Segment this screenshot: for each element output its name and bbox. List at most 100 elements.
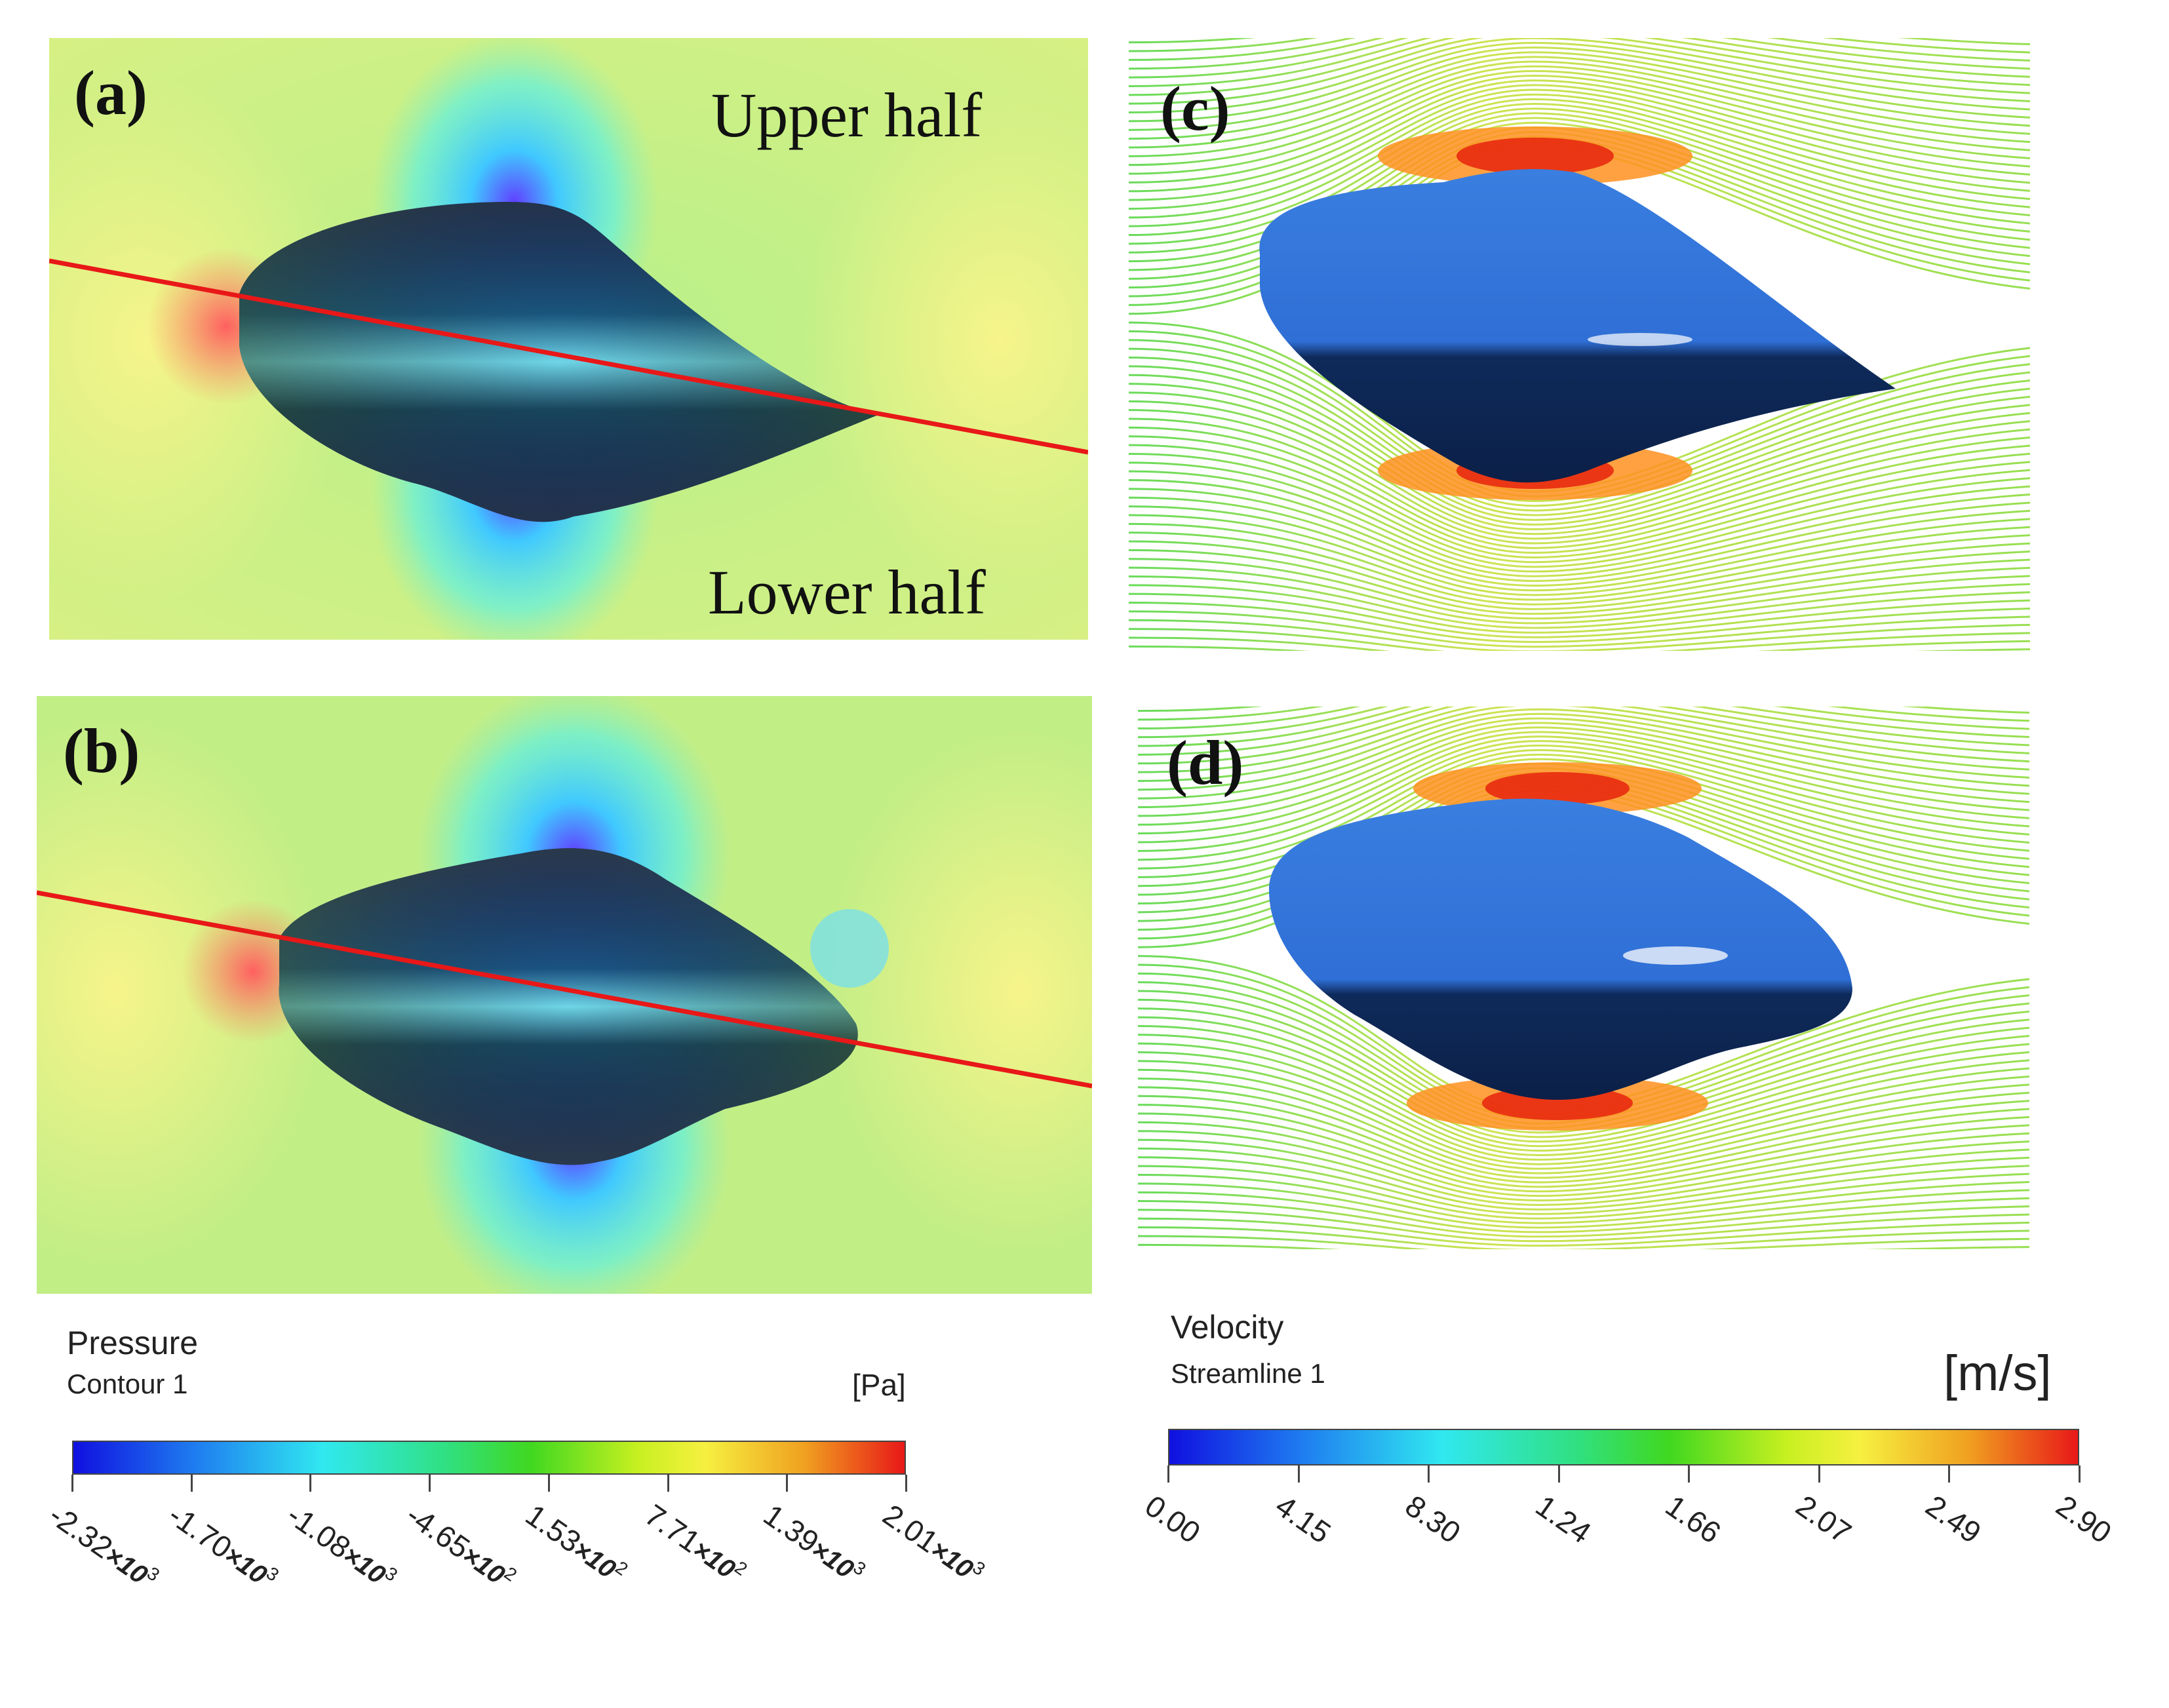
streamline — [1129, 400, 2030, 535]
pressure-tick-label: -4.65×102 — [400, 1497, 521, 1590]
streamline — [1129, 522, 2030, 601]
streamline — [1138, 707, 2029, 756]
velocity-tick-label: 0.00 — [1139, 1488, 1207, 1550]
streamline — [1129, 628, 2030, 651]
pressure-tick-mark — [71, 1475, 73, 1492]
velocity-tick-mark — [2079, 1465, 2081, 1483]
streamline — [1129, 602, 2030, 644]
streamline — [1129, 435, 2030, 554]
streamline — [1138, 1060, 2029, 1165]
pressure-legend-subtitle: Contour 1 — [67, 1368, 188, 1399]
streamline — [1138, 1138, 2029, 1206]
panel-b-label: (b) — [63, 716, 140, 786]
streamline — [1138, 1007, 2029, 1138]
streamline — [1129, 103, 2030, 237]
streamline — [1129, 452, 2030, 564]
streamline — [1129, 38, 2030, 70]
streamline — [1138, 707, 2029, 783]
velocity-tick-mark — [1688, 1465, 1690, 1483]
streamline — [1129, 38, 2030, 105]
pressure-tick-mark — [547, 1475, 550, 1492]
streamline — [1129, 365, 2030, 516]
streamline — [1138, 726, 2029, 826]
streamline — [1129, 540, 2030, 610]
streamline — [1129, 339, 2030, 503]
pressure-legend-title: Pressure — [67, 1325, 199, 1361]
streamline — [1129, 38, 2030, 61]
streamline — [1129, 47, 2030, 131]
streamline — [1129, 636, 2030, 651]
streamline — [1138, 1191, 2029, 1233]
streamline — [1129, 38, 2030, 96]
streamline — [1138, 1104, 2029, 1188]
streamline — [1129, 461, 2030, 568]
streamline — [1138, 1068, 2029, 1170]
streamline — [1138, 731, 2029, 835]
streamline — [1138, 1156, 2029, 1215]
pressure-tick-label: 1.53×102 — [519, 1497, 632, 1584]
streamline — [1138, 707, 2029, 773]
streamline — [1129, 60, 2030, 157]
pressure-legend-unit: [Pa] — [852, 1368, 906, 1402]
streamline — [1129, 558, 2030, 620]
velocity-tick-label: 2.49 — [1920, 1488, 1988, 1550]
streamline — [1129, 592, 2030, 638]
panel-d-velocity-streamlines: (d) — [1138, 707, 2029, 1249]
streamline — [1129, 41, 2030, 123]
pressure-tick-label: -1.70×103 — [162, 1497, 283, 1590]
streamline — [1129, 619, 2030, 651]
streamline — [1129, 566, 2030, 625]
streamline — [1138, 1226, 2029, 1249]
streamline — [1129, 409, 2030, 540]
streamline — [1129, 488, 2030, 582]
streamline — [1129, 38, 2030, 79]
pressure-tick-label: -2.32×103 — [43, 1497, 164, 1590]
streamline — [1129, 38, 2030, 52]
streamline — [1129, 575, 2030, 629]
panel-a-label: (a) — [74, 58, 147, 128]
pressure-tick-mark — [905, 1475, 907, 1492]
pressure-tick-mark — [190, 1475, 193, 1492]
streamline — [1129, 38, 2030, 114]
streamline — [1129, 479, 2030, 577]
streamline — [1129, 444, 2030, 559]
streamline — [1138, 712, 2029, 800]
streamline — [1138, 1130, 2029, 1202]
streamline — [1129, 470, 2030, 573]
streamline — [1138, 1182, 2029, 1229]
panel-c-label: (c) — [1160, 73, 1230, 144]
streamline — [1138, 707, 2029, 721]
streamline — [1138, 1016, 2029, 1143]
streamline — [1129, 69, 2030, 175]
streamline — [1129, 496, 2030, 587]
pressure-tick-mark — [786, 1475, 789, 1492]
streamline — [1138, 998, 2029, 1134]
pressure-tick-mark — [667, 1475, 669, 1492]
streamline — [1138, 707, 2029, 747]
streamline — [1138, 1209, 2029, 1243]
streamline — [1129, 610, 2030, 648]
streamline — [1129, 84, 2030, 201]
streamline — [1138, 1235, 2029, 1249]
streamline — [1138, 1165, 2029, 1220]
velocity-tick-mark — [1167, 1465, 1169, 1483]
streamline — [1138, 1200, 2029, 1238]
lower-half-label: Lower half — [708, 557, 986, 627]
velocity-legend-title: Velocity — [1171, 1309, 1284, 1346]
streamline-image-d — [1138, 707, 2029, 1249]
streamline — [1129, 93, 2030, 219]
streamline — [1129, 88, 2030, 210]
streamline — [1138, 1034, 2029, 1152]
streamline — [1129, 38, 2030, 87]
streamline — [1138, 1077, 2029, 1174]
upper-half-label: Upper half — [711, 80, 983, 150]
pressure-tick-label: 2.01×103 — [876, 1497, 989, 1584]
streamline — [1129, 532, 2030, 606]
velocity-tick-mark — [1818, 1465, 1820, 1483]
pressure-tick-mark — [309, 1475, 312, 1492]
streamline — [1138, 707, 2029, 739]
streamline — [1138, 707, 2029, 765]
velocity-tick-label: 1.66 — [1659, 1488, 1728, 1550]
streamline — [1129, 75, 2030, 184]
velocity-legend-unit: [m/s] — [1944, 1346, 2052, 1401]
